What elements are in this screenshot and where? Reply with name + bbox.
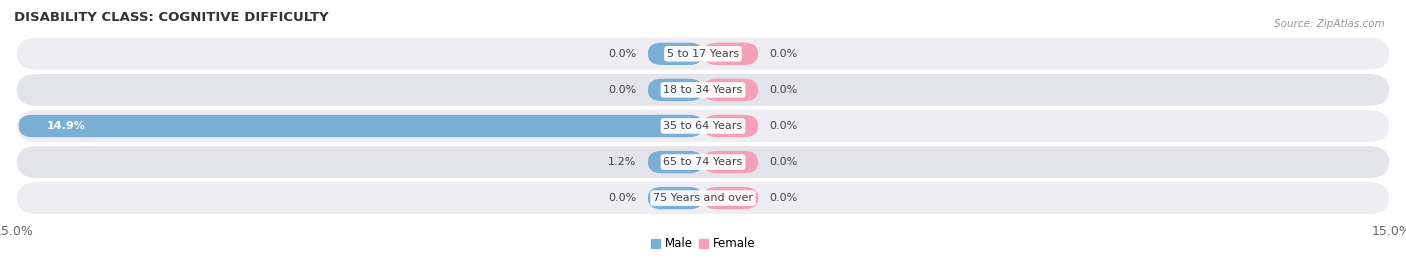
FancyBboxPatch shape <box>648 187 703 209</box>
FancyBboxPatch shape <box>17 74 1389 106</box>
FancyBboxPatch shape <box>17 110 1389 142</box>
Text: 35 to 64 Years: 35 to 64 Years <box>664 121 742 131</box>
FancyBboxPatch shape <box>18 115 703 137</box>
Text: 0.0%: 0.0% <box>769 121 797 131</box>
Text: 0.0%: 0.0% <box>609 85 637 95</box>
FancyBboxPatch shape <box>17 38 1389 70</box>
FancyBboxPatch shape <box>703 115 758 137</box>
FancyBboxPatch shape <box>703 151 758 173</box>
Text: DISABILITY CLASS: COGNITIVE DIFFICULTY: DISABILITY CLASS: COGNITIVE DIFFICULTY <box>14 11 329 24</box>
FancyBboxPatch shape <box>648 79 703 101</box>
Text: Source: ZipAtlas.com: Source: ZipAtlas.com <box>1274 19 1385 29</box>
Text: 5 to 17 Years: 5 to 17 Years <box>666 49 740 59</box>
Text: 0.0%: 0.0% <box>769 193 797 203</box>
Text: 0.0%: 0.0% <box>609 49 637 59</box>
FancyBboxPatch shape <box>17 146 1389 178</box>
FancyBboxPatch shape <box>703 79 758 101</box>
FancyBboxPatch shape <box>17 182 1389 214</box>
Text: 0.0%: 0.0% <box>769 85 797 95</box>
FancyBboxPatch shape <box>648 43 703 65</box>
Text: 14.9%: 14.9% <box>46 121 86 131</box>
FancyBboxPatch shape <box>648 151 703 173</box>
FancyBboxPatch shape <box>703 43 758 65</box>
Text: 18 to 34 Years: 18 to 34 Years <box>664 85 742 95</box>
Legend: Male, Female: Male, Female <box>645 233 761 255</box>
Text: 1.2%: 1.2% <box>607 157 637 167</box>
Text: 0.0%: 0.0% <box>769 157 797 167</box>
Text: 75 Years and over: 75 Years and over <box>652 193 754 203</box>
FancyBboxPatch shape <box>703 187 758 209</box>
Text: 65 to 74 Years: 65 to 74 Years <box>664 157 742 167</box>
Text: 0.0%: 0.0% <box>609 193 637 203</box>
Text: 0.0%: 0.0% <box>769 49 797 59</box>
